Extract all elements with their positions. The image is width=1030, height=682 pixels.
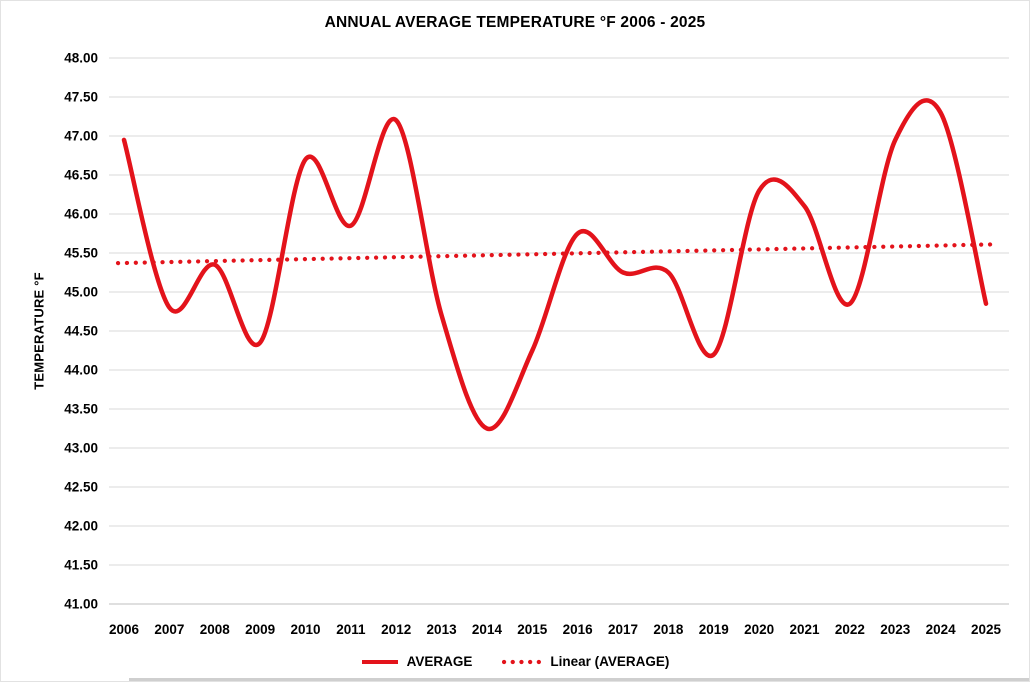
y-tick-label: 45.00 <box>64 285 98 300</box>
dotted-line-swatch <box>502 659 543 664</box>
y-tick-label: 42.00 <box>64 519 98 534</box>
average-line-series <box>121 98 989 431</box>
legend-item-average: AVERAGE <box>361 654 473 669</box>
x-tick-label: 2017 <box>608 622 638 637</box>
x-tick-label: 2016 <box>563 622 594 637</box>
legend-item-linear: Linear (AVERAGE) <box>502 654 669 669</box>
y-tick-label: 41.00 <box>64 597 98 612</box>
x-tick-label: 2025 <box>971 622 1002 637</box>
y-tick-label: 47.00 <box>64 129 98 144</box>
y-tick-label: 46.50 <box>64 168 98 183</box>
solid-line-swatch <box>361 659 398 664</box>
x-tick-label: 2021 <box>790 622 821 637</box>
y-tick-label: 42.50 <box>64 480 98 495</box>
legend: AVERAGE Linear (AVERAGE) <box>1 654 1029 669</box>
window-edge-strip <box>129 678 1029 681</box>
y-tick-label: 46.00 <box>64 207 98 222</box>
x-tick-label: 2011 <box>336 622 366 637</box>
x-tick-label: 2023 <box>880 622 911 637</box>
legend-label-average: AVERAGE <box>406 654 473 669</box>
x-tick-label: 2010 <box>290 622 320 637</box>
y-tick-label: 44.00 <box>64 363 98 378</box>
chart-title: ANNUAL AVERAGE TEMPERATURE °F 2006 - 202… <box>324 14 706 31</box>
y-tick-label: 47.50 <box>64 90 98 105</box>
x-tick-label: 2012 <box>381 622 411 637</box>
linear-trendline <box>115 242 995 266</box>
y-tick-label: 41.50 <box>64 558 98 573</box>
x-tick-label: 2008 <box>200 622 231 637</box>
y-tick-label: 43.00 <box>64 441 98 456</box>
x-tick-label: 2006 <box>109 622 140 637</box>
x-tick-label: 2019 <box>699 622 729 637</box>
legend-label-linear: Linear (AVERAGE) <box>550 654 670 669</box>
y-tick-label: 48.00 <box>64 51 98 66</box>
x-tick-label: 2014 <box>472 622 503 637</box>
y-tick-label: 43.50 <box>64 402 98 417</box>
x-tick-label: 2024 <box>926 622 957 637</box>
x-tick-label: 2015 <box>517 622 548 637</box>
y-tick-label: 44.50 <box>64 324 98 339</box>
x-tick-label: 2022 <box>835 622 865 637</box>
y-tick-label: 45.50 <box>64 246 98 261</box>
x-tick-label: 2009 <box>245 622 275 637</box>
x-tick-label: 2013 <box>427 622 458 637</box>
x-tick-label: 2018 <box>653 622 684 637</box>
x-tick-label: 2007 <box>154 622 184 637</box>
x-tick-label: 2020 <box>744 622 774 637</box>
